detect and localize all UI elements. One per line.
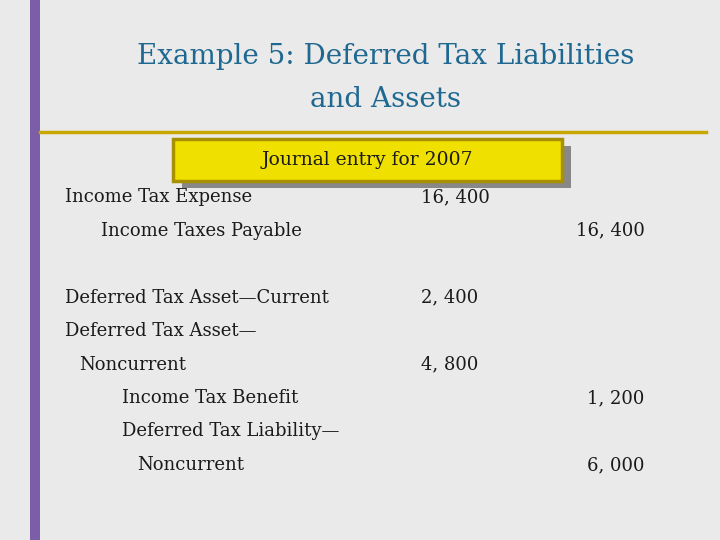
Text: Example 5: Deferred Tax Liabilities: Example 5: Deferred Tax Liabilities	[137, 43, 634, 70]
Text: Journal entry for 2007: Journal entry for 2007	[261, 151, 473, 169]
FancyBboxPatch shape	[182, 146, 571, 188]
Text: Income Taxes Payable: Income Taxes Payable	[101, 221, 302, 240]
Text: Noncurrent: Noncurrent	[137, 456, 244, 474]
Text: Income Tax Benefit: Income Tax Benefit	[122, 389, 299, 407]
Text: 16, 400: 16, 400	[575, 221, 644, 240]
Bar	[30, 0, 40, 540]
Text: 16, 400: 16, 400	[421, 188, 490, 206]
Text: and Assets: and Assets	[310, 86, 461, 113]
Text: 4, 800: 4, 800	[421, 355, 479, 374]
Text: 6, 000: 6, 000	[587, 456, 644, 474]
Text: Deferred Tax Asset—Current: Deferred Tax Asset—Current	[65, 288, 328, 307]
Text: Deferred Tax Liability—: Deferred Tax Liability—	[122, 422, 340, 441]
Text: 1, 200: 1, 200	[587, 389, 644, 407]
Text: Noncurrent: Noncurrent	[79, 355, 186, 374]
Text: Deferred Tax Asset—: Deferred Tax Asset—	[65, 322, 256, 340]
Text: 2, 400: 2, 400	[421, 288, 479, 307]
FancyBboxPatch shape	[173, 139, 562, 181]
Text: Income Tax Expense: Income Tax Expense	[65, 188, 252, 206]
